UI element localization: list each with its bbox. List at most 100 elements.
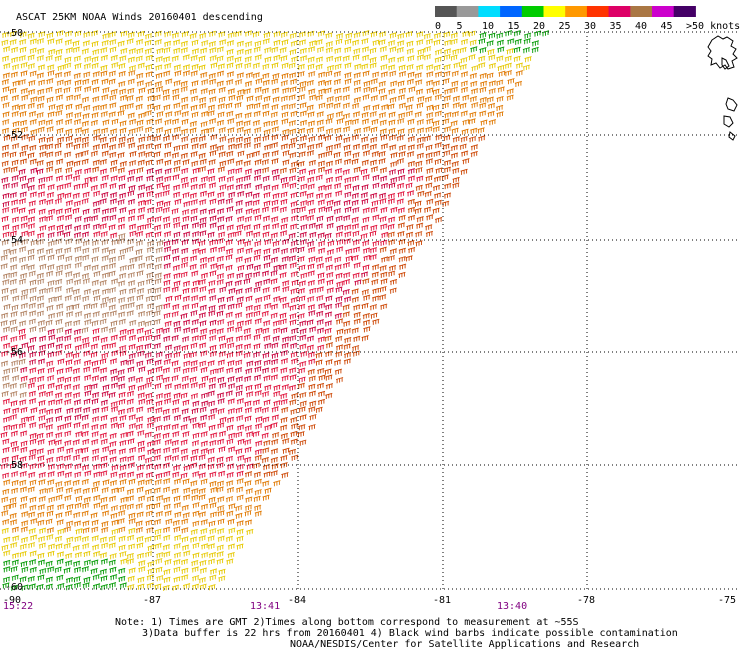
- wind-barb: [126, 102, 134, 110]
- wind-barb: [55, 175, 64, 182]
- wind-barb: [154, 278, 162, 285]
- wind-barb: [163, 551, 171, 558]
- wind-barb: [351, 134, 360, 141]
- wind-barb: [254, 366, 262, 373]
- wind-barb: [370, 126, 378, 133]
- wind-barb: [298, 280, 307, 287]
- wind-barb: [271, 438, 279, 446]
- wind-barb: [425, 175, 433, 182]
- wind-barb: [156, 158, 164, 165]
- wind-barb: [316, 310, 324, 317]
- wind-barb: [81, 423, 90, 430]
- wind-barb: [91, 40, 99, 47]
- wind-barb: [137, 159, 145, 166]
- wind-barb: [255, 416, 263, 423]
- wind-barb: [207, 256, 215, 263]
- wind-barb: [93, 231, 101, 238]
- wind-barb: [64, 391, 72, 399]
- wind-barb: [54, 55, 62, 62]
- wind-barb: [109, 368, 118, 375]
- wind-barb: [506, 94, 514, 101]
- wind-barb: [173, 320, 181, 327]
- wind-barb: [245, 200, 253, 207]
- wind-barb: [108, 495, 117, 502]
- wind-barb: [415, 240, 423, 247]
- wind-barb: [108, 304, 116, 311]
- wind-barb: [64, 510, 73, 517]
- wind-barb: [246, 463, 254, 470]
- wind-barb: [29, 438, 37, 445]
- wind-barb: [100, 455, 108, 462]
- wind-barb: [29, 351, 37, 358]
- wind-barb: [37, 511, 45, 518]
- wind-barb: [253, 310, 261, 317]
- wind-barb: [119, 478, 127, 486]
- wind-barb: [325, 374, 333, 381]
- wind-barb: [10, 264, 18, 271]
- wind-barb: [271, 87, 280, 94]
- wind-barb: [219, 136, 227, 143]
- wind-barb: [398, 64, 406, 71]
- wind-barb: [217, 224, 225, 231]
- wind-barb: [281, 118, 289, 125]
- wind-barb: [36, 583, 44, 591]
- wind-barb: [63, 70, 72, 78]
- wind-barb: [263, 471, 271, 478]
- wind-barb: [290, 137, 298, 144]
- wind-barb: [288, 72, 297, 79]
- wind-barb: [208, 414, 216, 421]
- wind-barb: [380, 271, 388, 278]
- wind-barb: [334, 127, 342, 134]
- wind-barb: [92, 71, 100, 78]
- wind-barb: [372, 182, 380, 189]
- wind-barb: [208, 287, 216, 295]
- wind-barb: [308, 390, 317, 397]
- wind-barb: [100, 336, 108, 343]
- wind-barb: [218, 430, 227, 437]
- wind-barb: [272, 174, 280, 181]
- wind-barb: [155, 424, 163, 432]
- wind-barb: [236, 535, 244, 542]
- wind-barb: [271, 342, 279, 349]
- wind-barb: [208, 78, 217, 85]
- wind-barb: [110, 375, 119, 382]
- wind-barb: [208, 584, 216, 591]
- wind-barb: [19, 470, 27, 478]
- wind-barb: [191, 238, 200, 245]
- wind-barb: [180, 424, 188, 431]
- wind-barb: [37, 552, 45, 559]
- wind-barb: [227, 518, 235, 525]
- wind-barb: [405, 255, 413, 262]
- wind-barb: [137, 206, 146, 214]
- wind-barb: [451, 111, 460, 118]
- wind-barb: [443, 95, 451, 102]
- wind-barb: [109, 440, 117, 448]
- wind-barb: [289, 304, 297, 311]
- wind-barb: [92, 134, 101, 142]
- wind-barb: [20, 62, 28, 69]
- wind-barb: [126, 534, 135, 541]
- wind-barb: [270, 456, 279, 464]
- wind-barb: [226, 463, 235, 470]
- wind-barb: [81, 478, 89, 485]
- wind-barb: [387, 223, 395, 230]
- wind-barb: [11, 526, 20, 533]
- wind-barb: [48, 296, 56, 303]
- wind-barb: [144, 536, 152, 543]
- wind-barb: [282, 87, 290, 94]
- wind-barb: [191, 407, 199, 414]
- wind-barb: [11, 574, 19, 581]
- wind-barb: [27, 415, 35, 422]
- wind-barb: [442, 118, 450, 125]
- wind-barb: [417, 190, 425, 197]
- wind-barb: [216, 480, 225, 487]
- wind-barb: [209, 295, 217, 302]
- wind-barb: [126, 38, 134, 45]
- wind-barb: [317, 199, 326, 206]
- wind-barb: [345, 32, 353, 39]
- wind-barb: [309, 287, 317, 294]
- wind-barb: [471, 102, 479, 109]
- wind-barb: [135, 38, 144, 46]
- wind-barb: [343, 238, 352, 245]
- wind-barb: [488, 80, 497, 87]
